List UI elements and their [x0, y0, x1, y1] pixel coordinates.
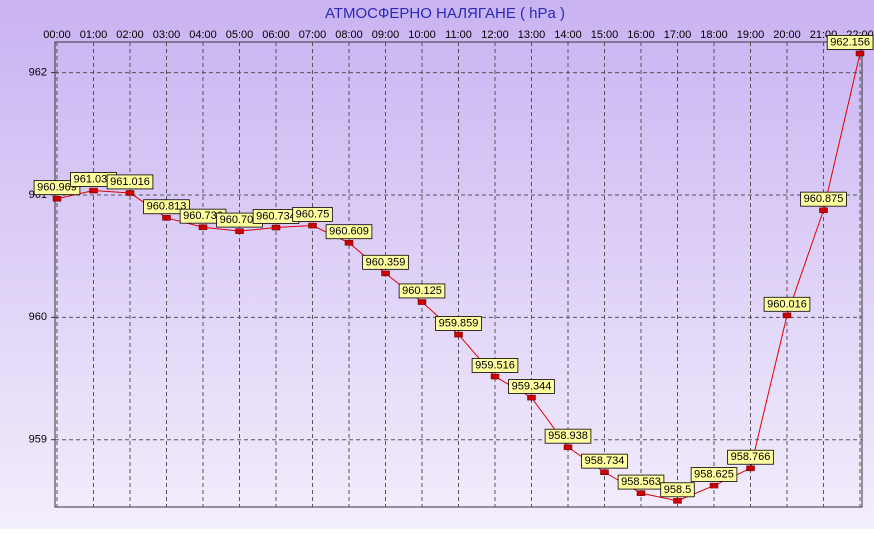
point-marker: [344, 240, 354, 246]
point-marker: [819, 207, 828, 214]
value-label: 962.156: [830, 36, 870, 48]
point-marker: [162, 215, 171, 221]
point-marker: [235, 228, 244, 234]
value-label-box: [581, 453, 628, 469]
value-label-box: [33, 180, 81, 196]
point-marker: [490, 373, 500, 380]
point-marker: [782, 312, 792, 319]
value-label: 958.938: [548, 430, 588, 442]
value-label: 961.016: [110, 176, 150, 188]
y-tick-label: 959: [29, 434, 47, 446]
value-label-box: [143, 199, 190, 215]
value-label: 960.125: [402, 285, 442, 297]
value-label-box: [508, 379, 555, 394]
point-marker: [527, 394, 536, 401]
x-tick-label: 00:00: [43, 29, 71, 41]
x-tick-label: 01:00: [80, 29, 108, 41]
x-tick-label: 03:00: [153, 29, 181, 41]
x-tick-label: 05:00: [226, 29, 254, 41]
value-label-box: [617, 474, 665, 490]
x-tick-label: 10:00: [408, 29, 436, 41]
point-marker: [271, 224, 281, 231]
point-marker: [417, 299, 427, 305]
value-label-box: [471, 358, 519, 373]
value-label-box: [106, 174, 154, 190]
x-tick-label: 07:00: [299, 29, 327, 41]
point-marker: [308, 222, 317, 229]
x-tick-label: 06:00: [262, 29, 290, 41]
value-label-box: [690, 467, 738, 482]
value-label-box: [435, 316, 482, 331]
value-label: 960.875: [804, 193, 844, 205]
value-label: 958.625: [694, 468, 734, 480]
y-tick-label: 962: [29, 66, 47, 78]
x-tick-label: 12:00: [481, 29, 509, 41]
value-label: 958.5: [664, 484, 692, 496]
value-label-box: [763, 296, 811, 312]
value-label: 960.736: [183, 210, 223, 222]
x-tick-label: 04:00: [189, 29, 217, 41]
value-label: 960.813: [147, 201, 187, 213]
value-label: 959.344: [512, 381, 552, 393]
point-marker: [673, 498, 682, 504]
point-marker: [198, 224, 208, 231]
x-tick-label: 15:00: [591, 29, 619, 41]
x-tick-label: 08:00: [335, 29, 363, 41]
value-label-box: [800, 191, 847, 207]
value-label: 959.859: [439, 317, 479, 329]
value-label: 960.75: [296, 208, 330, 220]
point-marker: [746, 465, 755, 472]
value-label-box: [325, 224, 373, 240]
x-tick-label: 20:00: [773, 29, 801, 41]
value-label: 960.969: [37, 182, 77, 194]
x-tick-label: 02:00: [116, 29, 144, 41]
value-label-box: [544, 428, 592, 444]
point-marker: [563, 444, 573, 451]
value-label-box: [826, 35, 874, 50]
value-label: 958.734: [585, 455, 625, 467]
value-label-box: [362, 254, 409, 270]
point-marker: [600, 469, 609, 475]
y-tick-label: 960: [29, 311, 47, 323]
point-marker: [52, 196, 62, 202]
point-marker: [855, 50, 865, 57]
point-marker: [636, 490, 646, 496]
x-tick-label: 14:00: [554, 29, 582, 41]
value-label-box: [660, 482, 695, 498]
value-label-box: [398, 283, 446, 299]
point-marker: [125, 190, 135, 196]
value-label: 959.516: [475, 359, 515, 371]
x-tick-label: 13:00: [518, 29, 546, 41]
value-label: 960.359: [366, 256, 406, 268]
x-tick-label: 18:00: [700, 29, 728, 41]
point-marker: [89, 187, 98, 194]
value-label: 960.734: [256, 210, 296, 222]
x-tick-label: 19:00: [737, 29, 765, 41]
chart-title: АТМОСФЕРНО НАЛЯГАНЕ ( hPa ): [325, 5, 565, 22]
point-marker: [454, 331, 463, 338]
value-label: 960.609: [329, 226, 369, 238]
x-tick-label: 16:00: [627, 29, 655, 41]
value-label: 960.016: [767, 298, 807, 310]
x-tick-label: 11:00: [445, 29, 472, 41]
x-tick-label: 17:00: [664, 29, 692, 41]
point-marker: [709, 482, 719, 489]
value-label-box: [727, 449, 774, 465]
value-label: 960.704: [220, 214, 260, 226]
point-marker: [381, 270, 390, 277]
value-label-box: [292, 207, 333, 222]
value-label: 958.563: [621, 476, 661, 488]
value-label: 958.766: [731, 451, 771, 463]
x-tick-label: 09:00: [372, 29, 400, 41]
value-label: 961.036: [74, 173, 114, 185]
